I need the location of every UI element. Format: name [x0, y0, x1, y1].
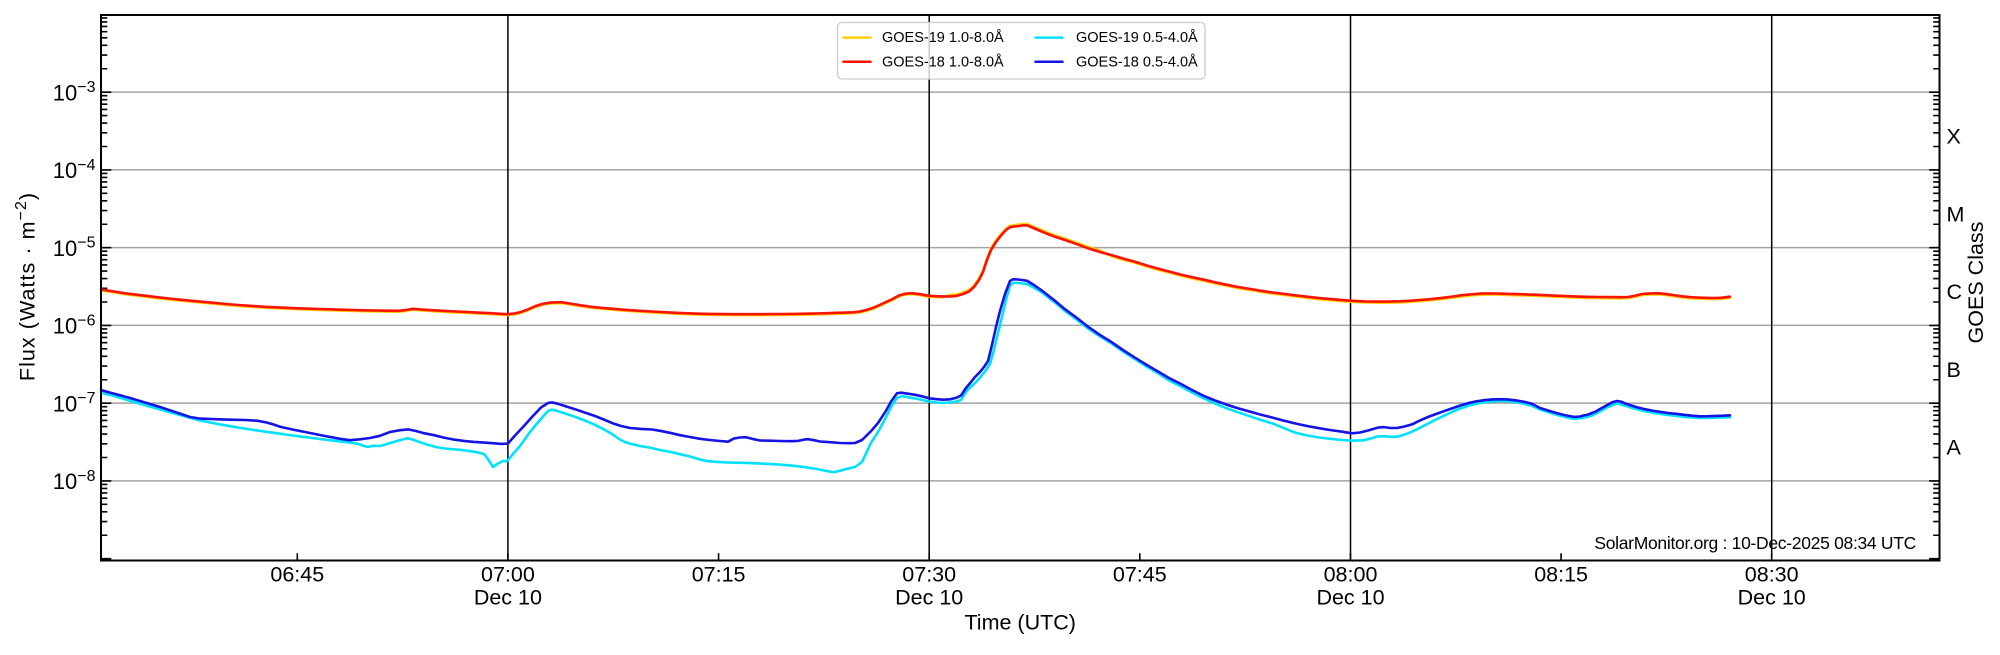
svg-text:GOES-19 1.0-8.0Å: GOES-19 1.0-8.0Å [882, 29, 1004, 46]
svg-text:07:00: 07:00 [481, 563, 535, 587]
svg-text:X: X [1947, 125, 1961, 149]
svg-text:07:45: 07:45 [1113, 563, 1167, 587]
svg-text:07:15: 07:15 [692, 563, 746, 587]
svg-text:GOES-18 0.5-4.0Å: GOES-18 0.5-4.0Å [1076, 53, 1198, 70]
svg-text:GOES-19 0.5-4.0Å: GOES-19 0.5-4.0Å [1076, 29, 1198, 46]
svg-text:10−8: 10−8 [53, 468, 96, 494]
svg-text:GOES Class: GOES Class [1964, 222, 1988, 344]
svg-text:B: B [1947, 358, 1961, 382]
svg-text:08:00: 08:00 [1324, 563, 1378, 587]
svg-text:07:30: 07:30 [902, 563, 956, 587]
svg-text:10−3: 10−3 [53, 79, 96, 105]
svg-text:08:30: 08:30 [1745, 563, 1799, 587]
svg-text:SolarMonitor.org : 10-Dec-2025: SolarMonitor.org : 10-Dec-2025 08:34 UTC [1594, 533, 1916, 553]
svg-text:Dec 10: Dec 10 [1316, 586, 1384, 610]
svg-text:Dec 10: Dec 10 [895, 586, 963, 610]
svg-text:Flux (Watts · m−2): Flux (Watts · m−2) [13, 192, 40, 381]
svg-text:GOES-18 1.0-8.0Å: GOES-18 1.0-8.0Å [882, 53, 1004, 70]
svg-text:A: A [1947, 436, 1962, 460]
svg-text:06:45: 06:45 [270, 563, 324, 587]
svg-text:Dec 10: Dec 10 [474, 586, 542, 610]
svg-text:Dec 10: Dec 10 [1738, 586, 1806, 610]
svg-text:C: C [1947, 280, 1963, 304]
svg-text:Time (UTC): Time (UTC) [964, 611, 1075, 635]
svg-text:M: M [1947, 202, 1965, 226]
svg-text:08:15: 08:15 [1534, 563, 1588, 587]
svg-text:10−7: 10−7 [53, 390, 96, 416]
